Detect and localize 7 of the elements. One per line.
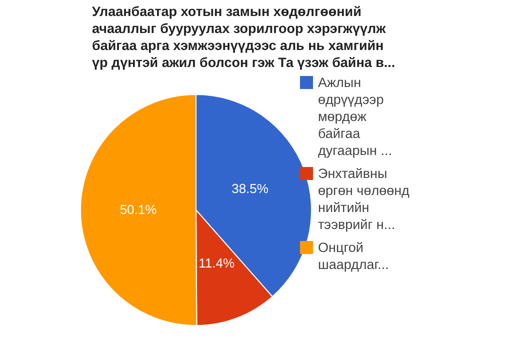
data-label: 50.1% <box>120 202 158 217</box>
chart-title: Улаанбаатар хотын замын хөдөлгөөний ачааллыг бууруулах зорилгоор хэрэгжүүлж байгаа арга хэмжээнүүдээс аль нь хамгийн үр дүнтэй ажил болсон гэж Та үзэж байна в... <box>92 3 396 71</box>
data-label: 38.5% <box>232 181 269 196</box>
legend-label: Ажлын өдрүүдээр мөрдөж байгаа дугаарын ... <box>318 74 393 159</box>
legend-label: Энхтайвны өргөн чөлөөнд нийтийн тээврийг н... <box>318 165 410 233</box>
data-label: 11.4% <box>198 256 235 271</box>
legend-label: Онцгой шаардлаг... <box>318 239 390 273</box>
